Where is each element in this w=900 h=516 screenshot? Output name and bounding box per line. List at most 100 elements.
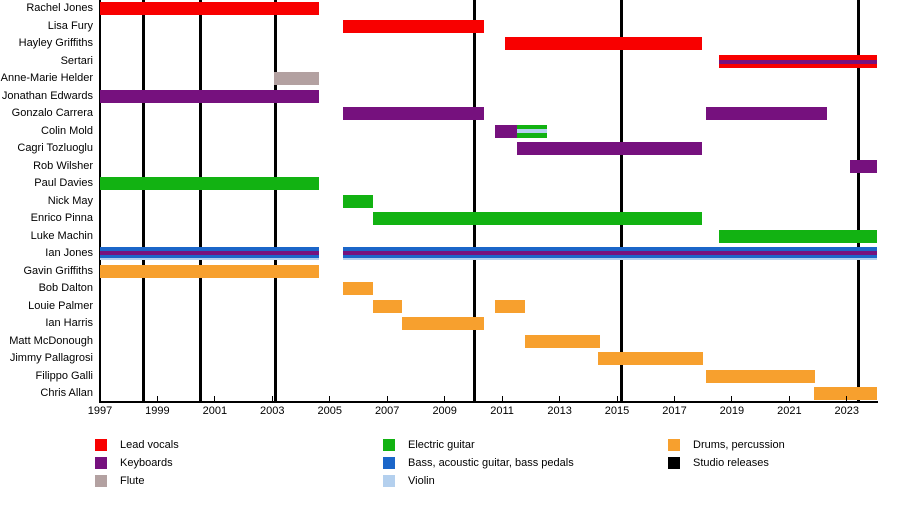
- studio-release-line: [856, 0, 860, 402]
- timeline-bar-rachel-jones: [100, 2, 319, 15]
- member-name-gonzalo-carrera: Gonzalo Carrera: [11, 107, 93, 119]
- x-axis-tick-label: 2003: [260, 405, 285, 417]
- member-name-sertari: Sertari: [60, 54, 93, 67]
- legend-item-drums-percussion: Drums, percussion: [668, 438, 785, 452]
- role-stripe-bass: [100, 247, 319, 251]
- timeline-bar-gonzalo-carrera: [706, 107, 827, 120]
- timeline-bar-filippo-galli: [706, 369, 816, 383]
- role-stripe-lead-vocals: [719, 63, 877, 68]
- timeline-bar-louie-palmer: [372, 299, 402, 313]
- x-axis-tick-label: 2005: [317, 405, 343, 417]
- member-name-paul-davies: Paul Davies: [34, 177, 93, 189]
- timeline-bar-ian-harris: [401, 317, 484, 330]
- x-axis-tick: [674, 396, 675, 402]
- timeline-bar-gonzalo-carrera: [342, 107, 484, 120]
- member-name-rob-wilsher: Rob Wilsher: [33, 159, 93, 172]
- role-stripe-bass: [342, 254, 877, 258]
- legend-item-violin: Violin: [383, 474, 435, 488]
- x-axis-tick-label: 2019: [719, 405, 745, 417]
- member-name-nick-may: Nick May: [47, 194, 93, 207]
- x-axis-line: [99, 401, 878, 403]
- timeline-bar-gavin-griffiths: [100, 264, 319, 278]
- legend-swatch-electric-guitar: [383, 439, 395, 451]
- x-axis-tick: [559, 396, 561, 402]
- x-axis-tick-label: 2013: [547, 405, 572, 417]
- role-stripe-lead-vocals: [719, 54, 877, 60]
- x-axis-tick: [329, 396, 331, 402]
- legend-label: Electric guitar: [408, 439, 475, 451]
- x-axis-tick: [616, 396, 618, 402]
- timeline-bar-cagri-tozluoglu: [516, 142, 702, 155]
- x-axis-tick: [788, 396, 790, 402]
- x-axis-tick: [846, 396, 848, 402]
- legend-item-bass-acoustic-guitar-bass-pedals: Bass, acoustic guitar, bass pedals: [383, 456, 574, 470]
- studio-release-line: [141, 0, 145, 402]
- legend-label: Studio releases: [693, 457, 769, 469]
- legend-swatch-lead-vocals: [95, 439, 107, 451]
- timeline-bar-colin-mold: [516, 124, 547, 138]
- x-axis-tick: [156, 396, 158, 402]
- legend-item-electric-guitar: Electric guitar: [383, 438, 475, 452]
- timeline-bar-anne-marie-helder: [273, 72, 319, 85]
- timeline-bar-lisa-fury: [342, 19, 484, 33]
- legend-swatch-drums-percussion: [668, 439, 680, 451]
- timeline-bar-jimmy-pallagrosi: [598, 352, 703, 365]
- timeline-bar-rob-wilsher: [849, 159, 877, 173]
- role-stripe-bass: [100, 254, 319, 258]
- x-axis-tick-label: 1997: [87, 405, 113, 417]
- x-axis-tick: [99, 396, 101, 402]
- timeline-bar-ian-jones: [100, 247, 319, 260]
- member-name-ian-jones: Ian Jones: [45, 247, 93, 259]
- x-axis-tick-label: 2009: [432, 405, 457, 417]
- timeline-bar-jonathan-edwards: [100, 89, 319, 103]
- member-name-bob-dalton: Bob Dalton: [38, 282, 93, 294]
- timeline-bar-hayley-griffiths: [505, 37, 702, 50]
- x-axis-tick-label: 1999: [145, 405, 170, 417]
- legend-item-lead-vocals: Lead vocals: [95, 438, 179, 452]
- member-name-lisa-fury: Lisa Fury: [47, 19, 93, 32]
- member-name-jimmy-pallagrosi: Jimmy Pallagrosi: [9, 352, 93, 364]
- timeline-plot-area: Rachel Jones Lisa Fury Hayley Griffiths Ser…: [1, 0, 878, 417]
- x-axis-tick-label: 2015: [604, 405, 630, 417]
- x-axis-tick: [731, 396, 733, 402]
- legend-label: Keyboards: [120, 457, 173, 469]
- x-axis-tick-label: 2001: [202, 405, 228, 417]
- x-axis-tick: [501, 396, 503, 402]
- timeline-bar-chris-allan: [813, 387, 877, 400]
- legend-label: Flute: [120, 475, 145, 487]
- studio-release-line: [619, 0, 623, 402]
- legend-label: Lead vocals: [120, 439, 179, 451]
- role-stripe-keyboards: [719, 59, 877, 64]
- y-axis-line: [99, 0, 101, 403]
- member-name-hayley-griffiths: Hayley Griffiths: [18, 37, 93, 49]
- x-axis-tick-label: 2017: [662, 405, 687, 417]
- role-stripe-violin: [516, 129, 547, 133]
- legend-swatch-violin: [383, 475, 395, 487]
- timeline-bar-nick-may: [342, 194, 373, 208]
- member-name-matt-mcdonough: Matt McDonough: [9, 334, 93, 347]
- legend-swatch-bass-acoustic-guitar-bass-pedals: [383, 457, 395, 469]
- x-axis-tick-label: 2021: [777, 405, 802, 417]
- role-stripe-violin: [342, 258, 877, 260]
- legend-item-keyboards: Keyboards: [95, 456, 173, 470]
- member-name-luke-machin: Luke Machin: [30, 229, 93, 242]
- studio-release-line: [273, 0, 277, 402]
- x-axis-tick-label: 2007: [374, 405, 400, 417]
- role-stripe-keyboards: [342, 250, 877, 255]
- legend-swatch-keyboards: [95, 457, 107, 469]
- member-name-colin-mold: Colin Mold: [41, 124, 93, 137]
- legend-label: Bass, acoustic guitar, bass pedals: [408, 457, 574, 469]
- member-name-filippo-galli: Filippo Galli: [35, 369, 93, 382]
- member-name-gavin-griffiths: Gavin Griffiths: [23, 264, 94, 277]
- timeline-bar-ian-jones: [342, 247, 877, 260]
- timeline-bar-louie-palmer: [495, 299, 526, 313]
- role-stripe-keyboards: [100, 250, 319, 255]
- studio-release-line: [473, 0, 477, 402]
- role-stripe-bass: [342, 247, 877, 251]
- legend-item-flute: Flute: [95, 474, 144, 488]
- legend-swatch-flute: [95, 475, 107, 487]
- member-name-cagri-tozluoglu: Cagri Tozluoglu: [17, 142, 93, 154]
- legend-label: Violin: [408, 475, 435, 487]
- role-stripe-electric-guitar: [516, 133, 547, 138]
